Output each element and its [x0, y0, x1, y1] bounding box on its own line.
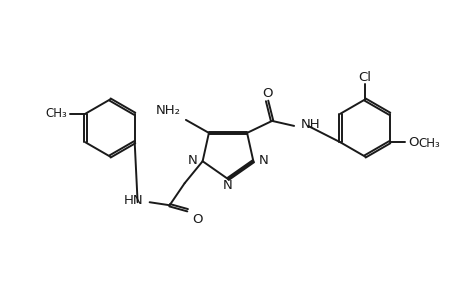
Text: N: N	[258, 154, 268, 167]
Text: O: O	[192, 213, 203, 226]
Text: O: O	[408, 136, 418, 149]
Text: NH: NH	[301, 118, 320, 131]
Text: N: N	[187, 154, 197, 167]
Text: N: N	[223, 178, 232, 191]
Text: CH₃: CH₃	[418, 137, 439, 150]
Text: NH₂: NH₂	[156, 104, 180, 117]
Text: O: O	[261, 87, 272, 101]
Text: CH₃: CH₃	[45, 107, 67, 120]
Text: HN: HN	[124, 194, 143, 207]
Text: Cl: Cl	[358, 71, 371, 84]
